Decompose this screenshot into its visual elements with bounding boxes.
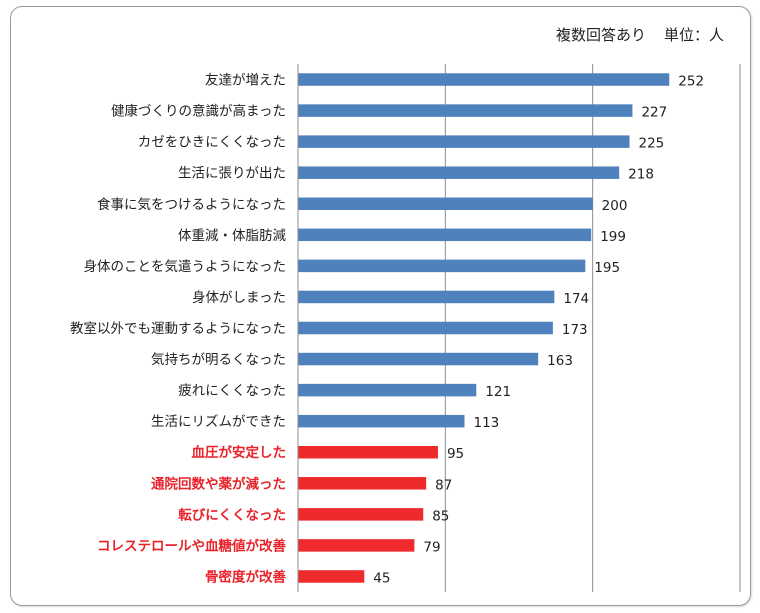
data-label: 95 [447,446,464,462]
category-label: 身体のことを気遣うようになった [84,259,287,275]
data-label: 121 [485,384,511,400]
bar [298,259,586,273]
data-label: 195 [594,260,620,276]
unit-note: 単位：人 [663,26,724,44]
data-label: 252 [678,74,704,90]
data-label: 113 [473,415,499,431]
data-label: 79 [423,539,440,555]
bar [298,445,438,459]
category-label: 生活に張りが出た [178,166,286,182]
data-label: 227 [641,105,667,121]
category-label: 生活にリズムができた [151,414,286,430]
category-label: 転びにくくなった [178,506,286,523]
bar [298,352,539,366]
bar [298,570,365,583]
bar [298,383,477,397]
bar [298,290,555,304]
data-label: 218 [628,167,654,183]
bar [298,477,427,490]
bar [298,104,633,117]
category-label: コレステロールや血糖値が改善 [97,537,286,554]
category-label: 友達が増えた [205,73,286,89]
bar [298,414,465,428]
bar [298,321,553,335]
category-label: 健康づくりの意識が高まった [111,103,286,120]
category-label: 疲れにくくなった [178,382,286,399]
data-label: 199 [600,229,626,245]
data-label: 225 [639,136,665,152]
bar [298,508,424,521]
data-label: 85 [432,508,449,524]
data-label: 45 [373,570,390,586]
data-label: 174 [563,291,589,307]
category-label: 身体がしまった [192,290,286,306]
category-label: 教室以外でも運動するようになった [70,320,286,337]
category-label: 骨密度が改善 [205,568,286,585]
multiple-answers-note: 複数回答あり [555,26,646,44]
bar [298,135,630,148]
bar [298,166,620,179]
data-label: 200 [602,198,628,214]
category-label: 通院回数や薬が減った [151,475,286,492]
category-label: 体重減・体脂肪減 [178,227,286,244]
bar [298,73,670,86]
category-label: カゼをひきにくくなった [138,135,286,151]
data-label: 173 [562,322,588,338]
category-label: 血圧が安定した [192,444,287,461]
bar [298,539,415,552]
data-label: 87 [435,477,452,493]
data-label: 163 [547,353,573,369]
chart-note: 複数回答あり 単位：人 [556,24,724,45]
bar [298,228,592,242]
category-label: 気持ちが明るくなった [151,352,286,368]
bar [298,197,593,211]
category-label: 食事に気をつけるようになった [97,196,286,213]
